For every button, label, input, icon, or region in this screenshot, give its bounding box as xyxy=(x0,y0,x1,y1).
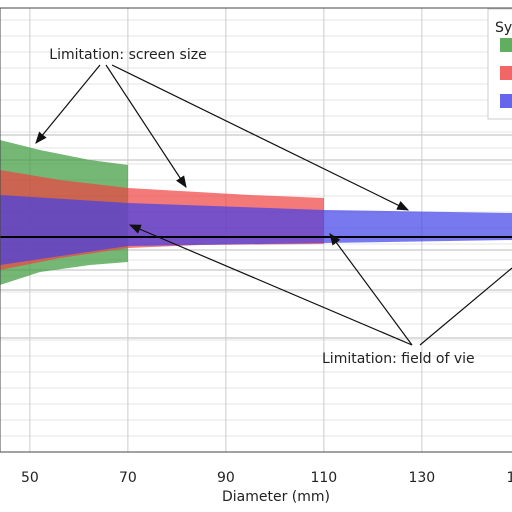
annotation: Limitation: field of vie xyxy=(322,351,475,367)
legend-swatch xyxy=(500,94,512,108)
arrow xyxy=(111,64,410,211)
x-axis-label: Diameter (mm) xyxy=(222,489,330,505)
arrow xyxy=(329,233,413,346)
arrow xyxy=(128,224,413,346)
band xyxy=(0,195,512,265)
x-tick-label: 50 xyxy=(21,470,39,486)
x-tick-label: 130 xyxy=(408,470,435,486)
arrow xyxy=(35,64,101,144)
x-tick-label: 90 xyxy=(217,470,235,486)
axes-frame xyxy=(0,7,512,453)
legend-title: Sy xyxy=(495,20,512,36)
x-tick-label: 70 xyxy=(119,470,137,486)
x-tick-label: 150 xyxy=(506,470,512,486)
arrow xyxy=(105,64,187,189)
bands xyxy=(0,140,512,285)
legend-swatch xyxy=(500,66,512,80)
annotation: Limitation: screen size xyxy=(49,47,206,63)
arrow xyxy=(419,267,512,346)
x-tick-label: 110 xyxy=(310,470,337,486)
legend: Sy xyxy=(487,8,512,120)
legend-swatch xyxy=(500,38,512,52)
